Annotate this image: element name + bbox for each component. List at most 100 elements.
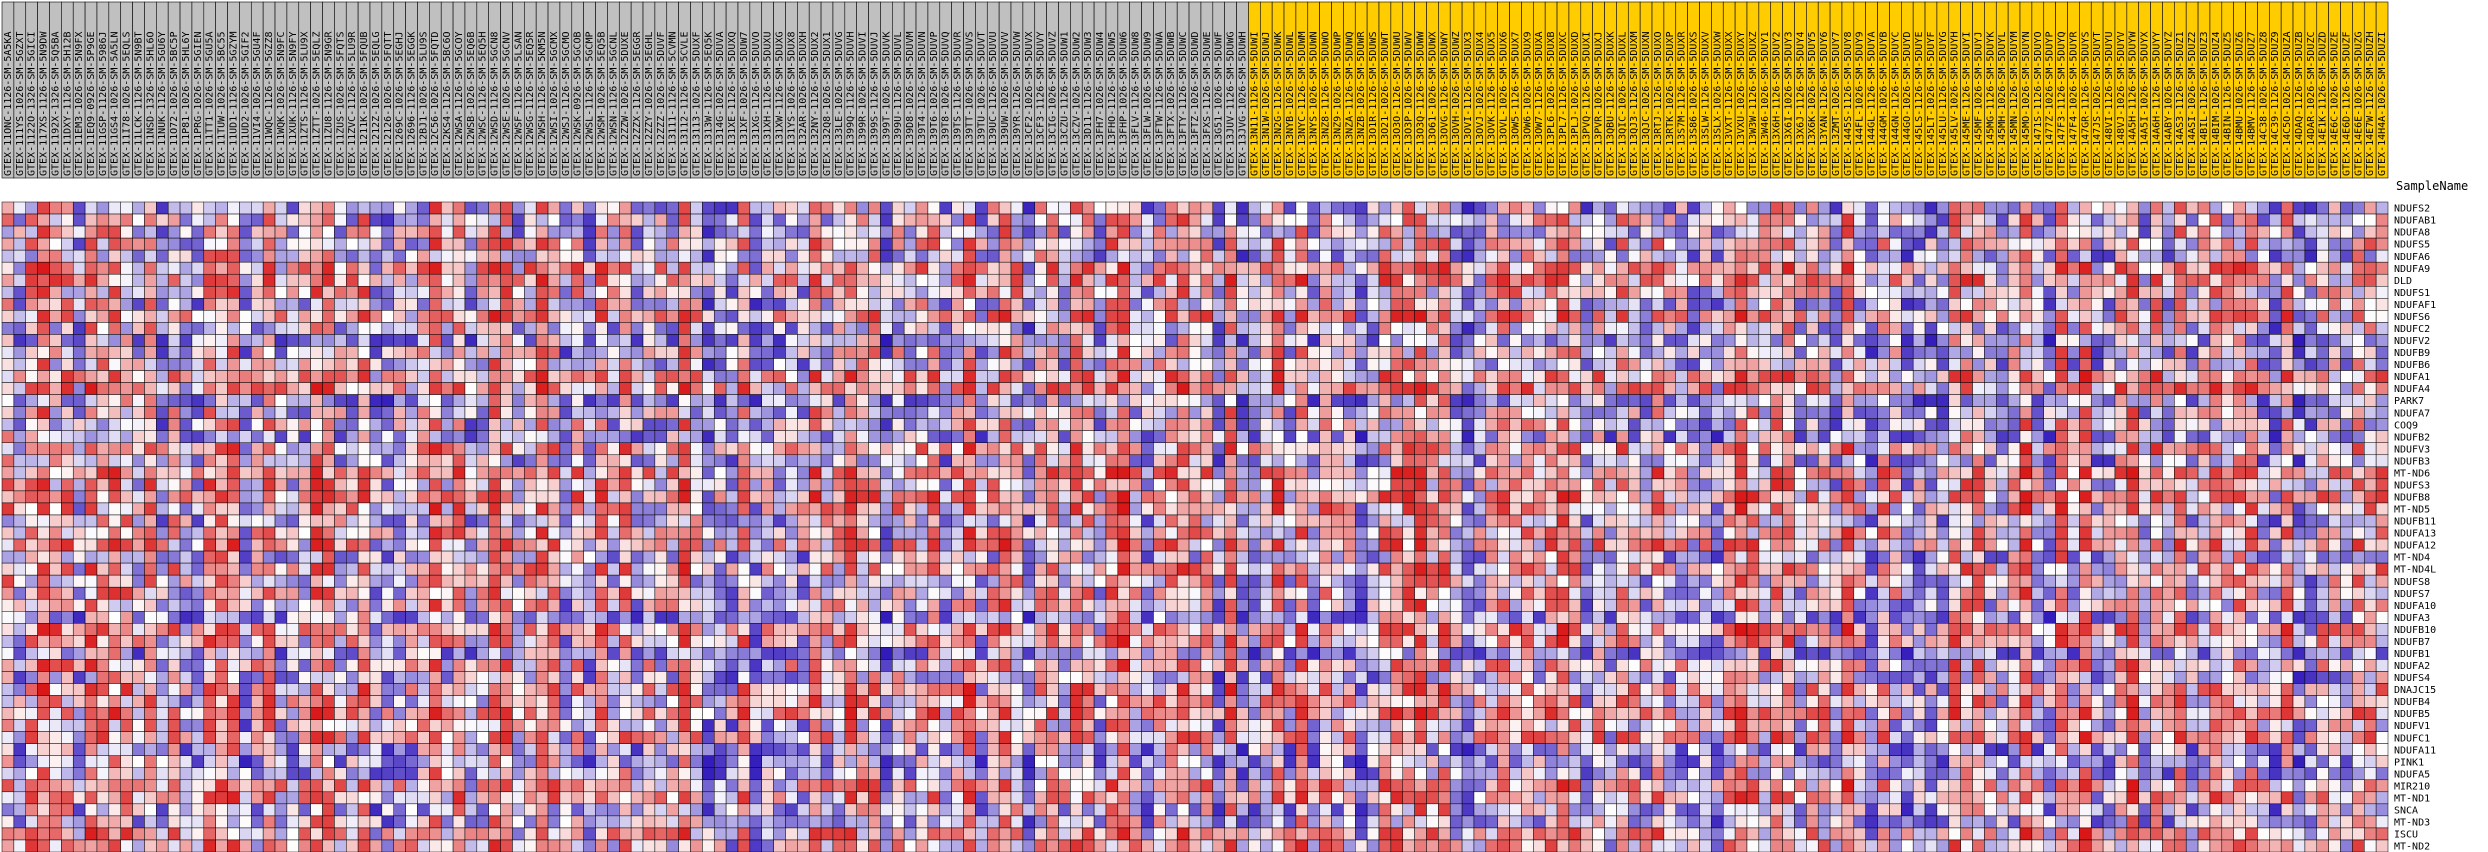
heatmap-cell [500,442,513,456]
heatmap-cell [1461,406,1475,419]
heatmap-cell [2138,334,2151,347]
heatmap-cell [1687,370,1700,383]
heatmap-cell [1355,334,1368,347]
heatmap-cell [524,213,537,227]
heatmap-cell [1580,358,1593,371]
heatmap-cell [1390,442,1403,456]
heatmap-cell [1746,430,1760,443]
heatmap-cell [832,466,846,480]
heatmap-cell [892,466,905,480]
heatmap-cell [2185,370,2199,383]
heatmap-cell [203,382,216,395]
heatmap-cell [630,322,644,335]
heatmap-cell [987,430,1000,443]
heatmap-cell [1461,442,1475,456]
heatmap-cell [975,382,988,395]
heatmap-cell [892,346,905,359]
heatmap-cell [1093,261,1107,275]
heatmap-cell [108,382,121,395]
heatmap-cell [2233,334,2246,347]
heatmap-cell [773,394,786,407]
heatmap-cell [1010,370,1024,383]
heatmap-cell [1663,346,1677,359]
heatmap-cell [381,249,394,263]
heatmap-cell [488,370,501,383]
heatmap-cell [844,394,857,407]
heatmap-cell [2340,442,2353,456]
heatmap-cell [1639,213,1653,227]
heatmap-cell [2067,418,2080,431]
heatmap-cell [2245,310,2258,323]
heatmap-cell [1924,225,1938,239]
heatmap-cell [1319,213,1332,227]
heatmap-cell [892,334,905,347]
heatmap-cell [1283,201,1297,215]
heatmap-cell [761,322,774,335]
heatmap-cell [1521,225,1534,239]
heatmap-cell [1093,430,1107,443]
heatmap-cell [1236,298,1249,311]
heatmap-cell [1426,418,1439,431]
heatmap-cell [1568,213,1582,227]
heatmap-cell [1010,418,1024,431]
heatmap-cell [1283,298,1297,311]
heatmap-cell [144,298,157,311]
heatmap-cell [951,213,964,227]
heatmap-cell [1841,201,1855,215]
heatmap-cell [1141,394,1154,407]
heatmap-cell [1865,261,1878,275]
heatmap-cell [868,310,881,323]
heatmap-cell [737,201,751,215]
heatmap-cell [1236,406,1249,419]
heatmap-cell [1948,213,1961,227]
heatmap-cell [393,406,406,419]
heatmap-cell [262,286,276,299]
heatmap-cell [856,225,869,239]
heatmap-cell [1936,225,1950,239]
heatmap-cell [1260,346,1273,359]
heatmap-cell [868,237,881,251]
heatmap-cell [1034,225,1047,239]
heatmap-cell [1628,406,1641,419]
heatmap-cell [251,322,264,335]
heatmap-cell [903,201,917,215]
heatmap-cell [1224,249,1237,263]
heatmap-cell [1521,442,1534,456]
heatmap-cell [2090,273,2104,287]
heatmap-cell [2375,442,2389,456]
heatmap-cell [1972,225,1985,239]
heatmap-cell [1426,298,1439,311]
heatmap-cell [1901,430,1914,443]
heatmap-cell [1224,334,1237,347]
heatmap-cell [1117,466,1130,480]
heatmap-cell [464,454,478,468]
heatmap-cell [808,394,822,407]
heatmap-cell [2328,430,2341,443]
heatmap-cell [464,261,478,275]
heatmap-cell [642,370,656,383]
heatmap-cell [286,346,300,359]
heatmap-cell [1414,261,1427,275]
heatmap-cell [2007,466,2021,480]
heatmap-cell [108,394,121,407]
heatmap-cell [1722,237,1736,251]
heatmap-cell [1806,382,1819,395]
heatmap-cell [1449,225,1463,239]
heatmap-cell [1580,454,1593,468]
heatmap-cell [2233,382,2246,395]
heatmap-cell [1663,334,1677,347]
heatmap-cell [1283,382,1297,395]
heatmap-cell [2150,249,2163,263]
heatmap-cell [239,237,252,251]
heatmap-cell [156,322,169,335]
heatmap-cell [1129,322,1142,335]
heatmap-cell [61,430,74,443]
heatmap-cell [1319,382,1332,395]
heatmap-cell [1853,406,1866,419]
heatmap-cell [737,442,751,456]
heatmap-cell [1568,382,1582,395]
heatmap-cell [2292,394,2306,407]
heatmap-cell [334,298,347,311]
heatmap-cell [1022,406,1035,419]
heatmap-cell [2019,430,2033,443]
